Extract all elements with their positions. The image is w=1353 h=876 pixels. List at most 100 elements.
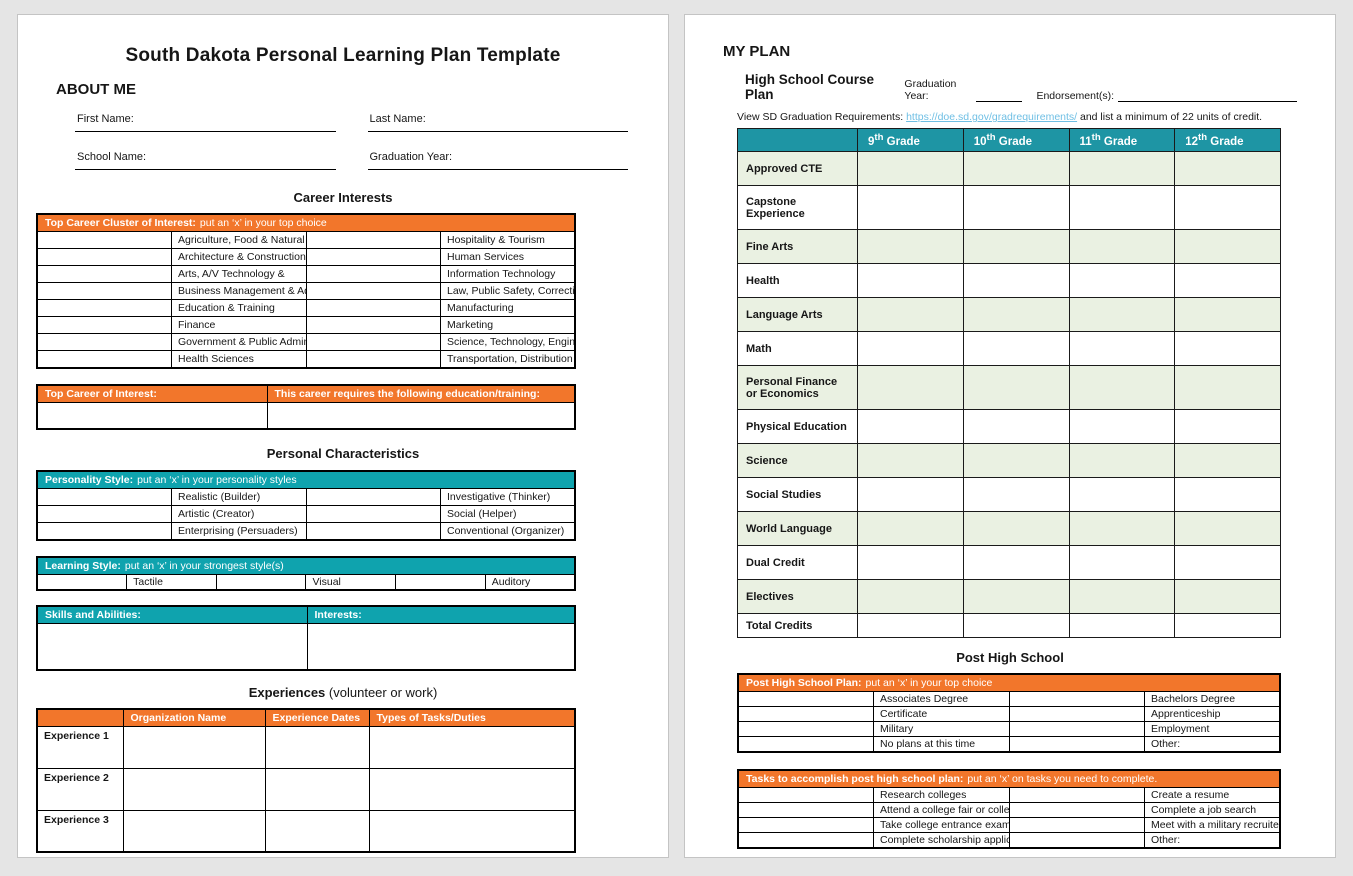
course-cell[interactable] [962,579,1070,614]
checkbox-cell[interactable] [305,231,441,249]
checkbox-cell[interactable] [305,265,441,283]
course-cell[interactable] [1068,229,1176,264]
checkbox-cell[interactable] [36,316,172,334]
checkbox-cell[interactable] [1008,721,1145,737]
course-cell[interactable] [1068,579,1176,614]
dates-input-cell[interactable] [264,767,370,811]
course-cell[interactable] [1068,613,1176,638]
course-cell[interactable] [857,263,964,298]
course-cell[interactable] [1068,477,1176,512]
checkbox-cell[interactable] [36,248,172,266]
course-cell[interactable] [1068,511,1176,546]
last-name-field[interactable]: Last Name: [367,110,628,132]
checkbox-cell[interactable] [1008,817,1145,833]
checkbox-cell[interactable] [737,802,874,818]
organization-input-cell[interactable] [122,809,266,853]
course-cell[interactable] [1068,365,1176,410]
course-cell[interactable] [1068,263,1176,298]
checkbox-cell[interactable] [1008,736,1145,753]
checkbox-cell[interactable] [305,350,441,368]
checkbox-cell[interactable] [305,316,441,334]
course-cell[interactable] [1068,409,1176,444]
checkbox-cell[interactable] [737,817,874,833]
course-cell[interactable] [1068,331,1176,366]
checkbox-cell[interactable] [36,282,172,300]
course-cell[interactable] [1174,613,1281,638]
course-cell[interactable] [857,297,964,332]
course-cell[interactable] [1174,409,1281,444]
graduation-year-field[interactable]: Graduation Year: [367,148,628,170]
course-cell[interactable] [1174,365,1281,410]
checkbox-cell[interactable] [305,299,441,317]
course-cell[interactable] [857,185,964,230]
grad-requirements-link[interactable]: https://doe.sd.gov/gradrequirements/ [906,111,1078,123]
first-name-field[interactable]: First Name: [75,110,336,132]
checkbox-cell[interactable] [305,488,441,506]
checkbox-cell[interactable] [305,282,441,300]
course-cell[interactable] [962,331,1070,366]
checkbox-cell[interactable] [36,573,128,591]
tasks-input-cell[interactable] [368,767,576,811]
course-cell[interactable] [1174,151,1281,186]
course-cell[interactable] [1174,229,1281,264]
checkbox-cell[interactable] [305,248,441,266]
course-cell[interactable] [1174,331,1281,366]
checkbox-cell[interactable] [737,787,874,803]
checkbox-cell[interactable] [36,522,172,540]
course-cell[interactable] [962,229,1070,264]
checkbox-cell[interactable] [36,231,172,249]
checkbox-cell[interactable] [215,573,307,591]
course-cell[interactable] [962,185,1070,230]
course-cell[interactable] [1068,443,1176,478]
course-cell[interactable] [962,297,1070,332]
checkbox-cell[interactable] [737,691,874,707]
course-cell[interactable] [857,477,964,512]
skills-input-cell[interactable] [36,623,308,670]
checkbox-cell[interactable] [1008,787,1145,803]
course-cell[interactable] [857,443,964,478]
checkbox-cell[interactable] [737,706,874,722]
course-cell[interactable] [1174,545,1281,580]
course-cell[interactable] [1174,263,1281,298]
course-cell[interactable] [1174,297,1281,332]
course-cell[interactable] [1068,545,1176,580]
endorsements-blank[interactable] [1118,91,1297,102]
graduation-year-blank[interactable] [975,91,1023,102]
dates-input-cell[interactable] [264,725,370,769]
course-cell[interactable] [1174,511,1281,546]
course-cell[interactable] [962,545,1070,580]
checkbox-cell[interactable] [36,299,172,317]
course-cell[interactable] [962,511,1070,546]
course-cell[interactable] [857,545,964,580]
course-cell[interactable] [857,579,964,614]
school-name-field[interactable]: School Name: [75,148,336,170]
checkbox-cell[interactable] [36,333,172,351]
course-cell[interactable] [962,443,1070,478]
course-cell[interactable] [857,151,964,186]
checkbox-cell[interactable] [36,488,172,506]
tasks-input-cell[interactable] [368,725,576,769]
course-cell[interactable] [1068,185,1176,230]
checkbox-cell[interactable] [36,505,172,523]
course-cell[interactable] [857,331,964,366]
course-cell[interactable] [962,263,1070,298]
course-cell[interactable] [1068,297,1176,332]
organization-input-cell[interactable] [122,725,266,769]
course-cell[interactable] [962,409,1070,444]
checkbox-cell[interactable] [305,333,441,351]
checkbox-cell[interactable] [305,522,441,540]
course-cell[interactable] [857,511,964,546]
course-cell[interactable] [1174,477,1281,512]
checkbox-cell[interactable] [737,736,874,753]
course-cell[interactable] [857,365,964,410]
tasks-input-cell[interactable] [368,809,576,853]
checkbox-cell[interactable] [1008,832,1145,849]
course-cell[interactable] [1174,579,1281,614]
course-cell[interactable] [1174,443,1281,478]
interests-input-cell[interactable] [306,623,576,670]
course-cell[interactable] [962,365,1070,410]
education-training-input-cell[interactable] [266,401,576,430]
checkbox-cell[interactable] [1008,706,1145,722]
course-cell[interactable] [857,613,964,638]
course-cell[interactable] [962,151,1070,186]
